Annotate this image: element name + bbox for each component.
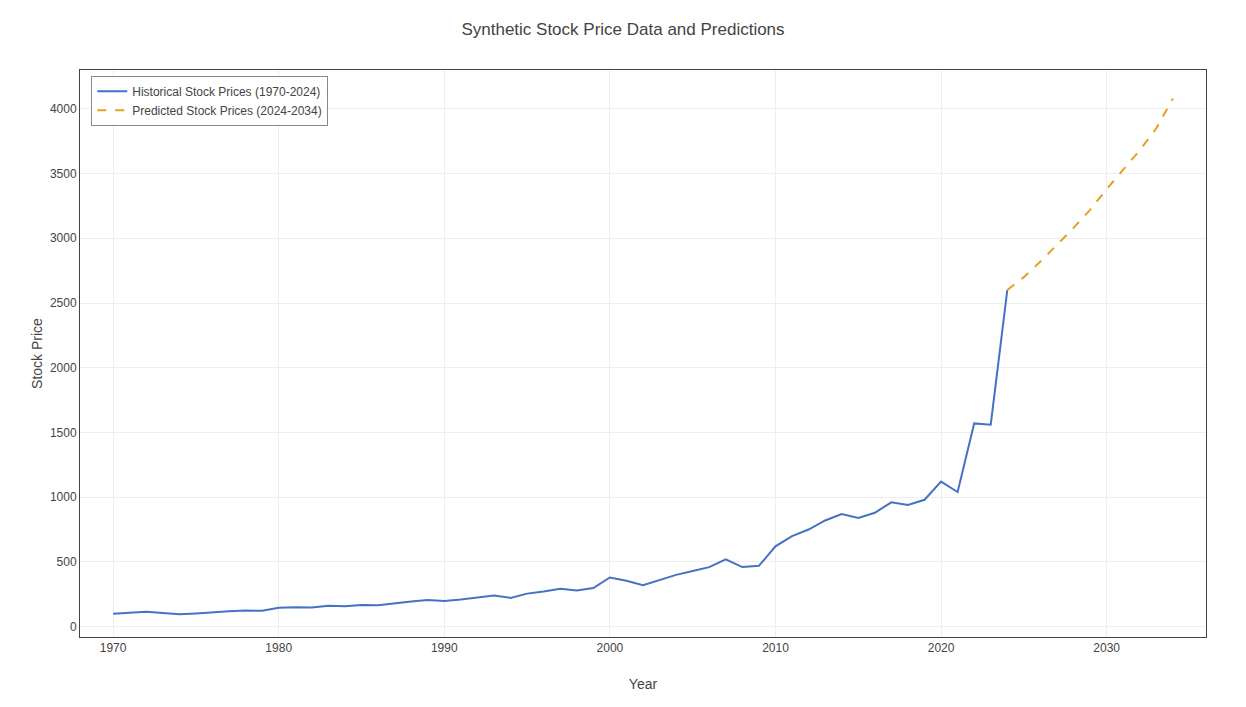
svg-text:4000: 4000 [50, 102, 77, 116]
svg-text:3000: 3000 [50, 231, 77, 245]
svg-text:1000: 1000 [50, 490, 77, 504]
svg-text:Synthetic Stock Price Data and: Synthetic Stock Price Data and Predictio… [461, 20, 784, 39]
svg-text:1500: 1500 [50, 426, 77, 440]
svg-text:3500: 3500 [50, 167, 77, 181]
svg-text:Stock Price: Stock Price [29, 318, 45, 389]
svg-text:2000: 2000 [50, 361, 77, 375]
svg-text:500: 500 [57, 555, 77, 569]
svg-text:2030: 2030 [1093, 641, 1120, 655]
svg-text:1970: 1970 [100, 641, 127, 655]
svg-text:Historical Stock Prices (1970-: Historical Stock Prices (1970-2024) [132, 85, 320, 99]
svg-text:Predicted Stock Prices (2024-2: Predicted Stock Prices (2024-2034) [132, 104, 321, 118]
svg-text:2500: 2500 [50, 296, 77, 310]
svg-text:2010: 2010 [762, 641, 789, 655]
svg-text:1990: 1990 [431, 641, 458, 655]
svg-text:Year: Year [629, 676, 658, 692]
svg-text:2020: 2020 [928, 641, 955, 655]
svg-text:2000: 2000 [597, 641, 624, 655]
svg-text:1980: 1980 [265, 641, 292, 655]
svg-text:0: 0 [70, 620, 77, 634]
